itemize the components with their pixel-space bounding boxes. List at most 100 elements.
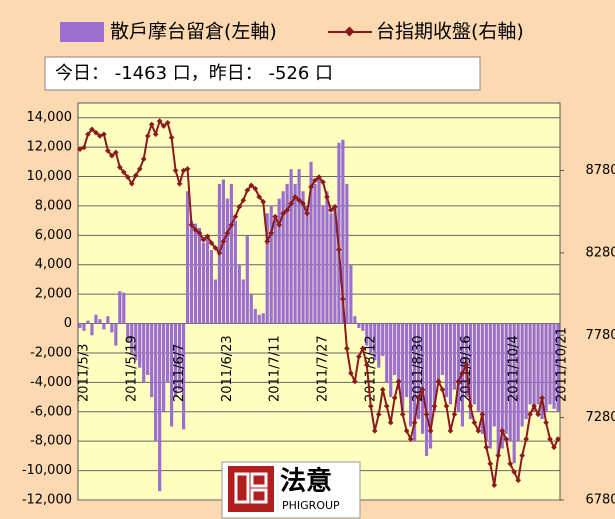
line-marker xyxy=(519,452,525,459)
line-marker xyxy=(415,395,422,401)
x-tick-label: 2011/6/23 xyxy=(220,335,235,402)
line-marker xyxy=(451,411,458,418)
line-marker xyxy=(216,250,223,256)
x-tick-label: 2011/8/30 xyxy=(411,335,426,402)
y-tick-label: 12,000 xyxy=(27,140,73,155)
bar xyxy=(177,323,182,390)
y-tick-label: 10,000 xyxy=(27,169,73,184)
bar xyxy=(361,323,365,331)
line-marker xyxy=(292,194,298,200)
bar xyxy=(369,323,373,353)
bar xyxy=(158,323,162,492)
bar xyxy=(520,323,524,427)
logo-name: 法意 xyxy=(280,466,332,497)
bar xyxy=(401,323,405,412)
bar xyxy=(301,191,305,324)
line-marker xyxy=(344,345,350,352)
bar xyxy=(409,323,413,427)
line-marker xyxy=(124,174,131,180)
bar xyxy=(345,183,349,324)
line-marker xyxy=(455,378,462,385)
line-marker xyxy=(116,164,123,171)
y-tick-label: -2,000 xyxy=(30,345,72,360)
bar xyxy=(468,323,472,420)
line-marker xyxy=(284,207,290,213)
line-marker xyxy=(499,427,506,434)
bar xyxy=(536,323,540,405)
bar xyxy=(98,319,102,324)
bar xyxy=(373,323,377,361)
line-marker xyxy=(184,166,191,172)
bar xyxy=(221,179,225,324)
line-marker xyxy=(105,147,111,154)
line-marker xyxy=(276,222,282,228)
y-tick-label: -6,000 xyxy=(30,404,72,419)
line-marker xyxy=(387,419,394,426)
bar xyxy=(134,323,138,361)
bar xyxy=(193,223,198,324)
line-marker xyxy=(523,436,529,442)
line-marker xyxy=(256,194,263,200)
bar xyxy=(82,323,86,331)
line-marker xyxy=(379,386,386,393)
bar xyxy=(166,323,170,383)
bar xyxy=(556,323,560,412)
bar xyxy=(329,213,333,324)
line-marker xyxy=(475,427,482,434)
y2-tick-label: 7280 xyxy=(585,410,615,425)
line-marker xyxy=(419,386,426,393)
line-marker xyxy=(324,194,330,200)
bar xyxy=(500,323,504,449)
line-marker xyxy=(356,353,362,360)
bar xyxy=(333,205,337,324)
line-marker xyxy=(363,362,370,368)
line-marker xyxy=(479,411,486,418)
bar xyxy=(106,316,110,324)
line-marker xyxy=(427,427,434,434)
line-marker xyxy=(312,177,318,184)
bar xyxy=(405,323,409,398)
line-marker xyxy=(555,436,561,442)
line-marker xyxy=(204,233,211,240)
line-marker xyxy=(543,419,549,426)
bar xyxy=(528,323,532,405)
line-marker xyxy=(503,436,510,442)
line-marker xyxy=(232,213,239,220)
bar xyxy=(138,323,142,368)
line-marker xyxy=(252,185,259,192)
legend-label: 台指期收盤(右軸) xyxy=(376,21,524,43)
line-marker xyxy=(483,444,490,451)
line-marker xyxy=(140,156,147,162)
line-marker xyxy=(328,207,334,213)
bar xyxy=(476,323,480,412)
line-marker xyxy=(547,436,553,442)
bar xyxy=(273,220,277,324)
bar xyxy=(277,198,281,324)
line-marker xyxy=(515,477,522,484)
x-tick-label: 2011/5/19 xyxy=(124,335,139,402)
logo-subname: PHIGROUP xyxy=(282,499,340,512)
bar xyxy=(349,264,353,324)
line-marker xyxy=(101,131,107,138)
bar xyxy=(432,323,437,412)
bar xyxy=(428,323,433,449)
line-marker xyxy=(280,210,286,217)
line-marker xyxy=(144,133,151,139)
bar xyxy=(508,323,512,442)
line-marker xyxy=(487,460,494,467)
bar xyxy=(472,323,476,405)
line-marker xyxy=(268,230,275,236)
bar xyxy=(114,323,118,346)
x-tick-label: 2011/7/11 xyxy=(268,335,283,402)
line-marker xyxy=(272,213,279,220)
y2-tick-label: 8280 xyxy=(585,245,615,260)
y-tick-label: -10,000 xyxy=(22,463,72,478)
bar xyxy=(544,323,548,412)
line-marker xyxy=(399,411,406,418)
line-marker xyxy=(336,246,342,253)
bar xyxy=(78,323,82,328)
bar xyxy=(201,242,206,324)
y-tick-label: 0 xyxy=(64,316,72,331)
bar xyxy=(162,323,166,412)
legend-label: 散戶摩台留倉(左軸) xyxy=(110,21,277,43)
